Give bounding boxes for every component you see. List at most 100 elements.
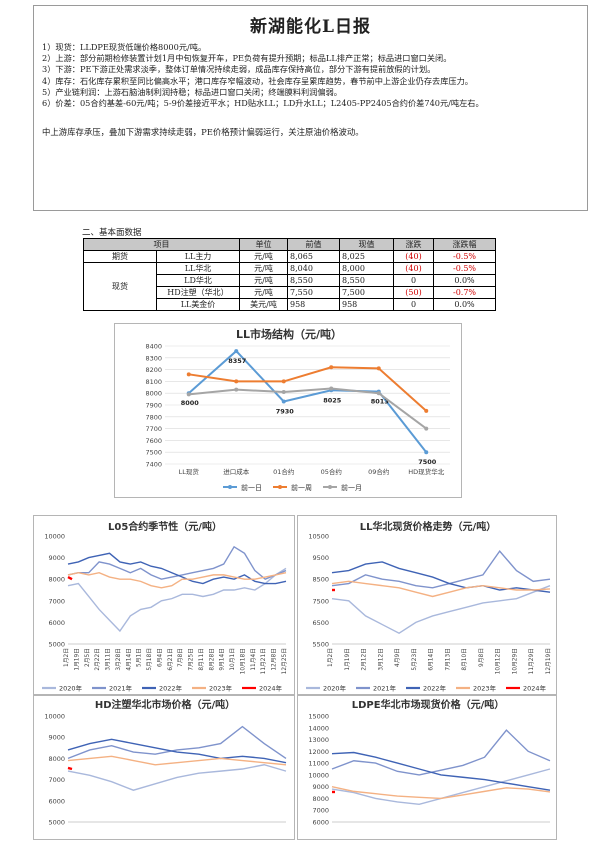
summary-line: 3）下游：PE下游正处需求淡季，整体订单情况持续走弱，成品库存保持高位，部分下游…	[42, 64, 436, 75]
y-tick-label: 7600	[145, 437, 162, 445]
y-tick-label: 8000	[312, 795, 329, 803]
y-tick-label: 8300	[145, 354, 162, 362]
data-point	[424, 408, 429, 413]
x-tick-label: 6月21日	[167, 648, 174, 671]
chart-title: L05合约季节性（元/吨）	[108, 520, 222, 533]
x-tick-label: 6月14日	[428, 648, 435, 671]
row-cur: 8,550	[339, 274, 394, 287]
series-line	[67, 567, 287, 633]
y-tick-label: 8400	[145, 343, 162, 351]
legend-label: 2021年	[109, 684, 133, 693]
y-tick-label: 5000	[48, 819, 65, 827]
legend-marker	[228, 485, 232, 489]
y-tick-label: 11000	[308, 760, 329, 768]
l05-seasonal-chart-box: L05合约季节性（元/吨） 5000 6000 7000 8000 9000 10000 1月…	[33, 515, 295, 695]
section-title: 二、基本面数据	[82, 228, 142, 238]
data-point	[186, 392, 191, 397]
x-tick-label: 1月19日	[344, 648, 351, 671]
y-tick-label: 7700	[145, 425, 162, 433]
data-point	[329, 365, 334, 370]
data-point	[186, 372, 191, 377]
y-tick-label: 8200	[145, 366, 162, 374]
x-tick-label: 7月8日	[177, 648, 184, 667]
x-tick-label: 8月10日	[461, 648, 468, 671]
x-tick-label: 5月23日	[411, 648, 418, 671]
row-chg: (50)	[393, 286, 434, 299]
row-pct: -0.5%	[433, 262, 496, 275]
chart-title: LDPE华北市场现货价格（元/吨）	[352, 698, 505, 711]
y-tick-label: 15000	[308, 713, 329, 721]
fundamentals-table: 项目 单位 前值 现值 涨跌 涨跌幅 期货 LL主力 元/吨 8,065 8,0…	[83, 238, 496, 311]
x-tick-label: 12月8日	[271, 648, 278, 671]
legend-marker	[328, 485, 332, 489]
chart-title: LL市场结构（元/吨）	[236, 327, 342, 341]
ll-structure-chart-box: LL市场结构（元/吨） 7400 7500 7600 7700 7800 7900 8000 8…	[114, 323, 462, 498]
row-item: LD华北	[156, 274, 240, 287]
series-line	[67, 755, 287, 766]
legend-marker	[278, 485, 282, 489]
y-tick-label: 8000	[48, 576, 65, 584]
x-tick-label: 3月12日	[377, 648, 384, 671]
row-pct: -0.7%	[433, 286, 496, 299]
report-title: 新湖能化L日报	[250, 17, 371, 37]
x-tick-label: 8月11日	[198, 648, 205, 671]
x-tick-label: 1月2日	[327, 648, 334, 667]
data-label: 8357	[228, 357, 246, 365]
y-tick-label: 8500	[312, 576, 329, 584]
data-point	[281, 399, 286, 404]
y-tick-label: 10000	[44, 713, 65, 721]
x-tick-label: 2月5日	[84, 648, 91, 667]
x-tick-label: LL现货	[179, 467, 200, 476]
series-line	[67, 766, 73, 771]
chart-title: HD注塑华北市场价格（元/吨）	[95, 698, 235, 711]
row-cur: 8,000	[339, 262, 394, 275]
series-line	[67, 764, 287, 791]
x-tick-label: 4月14日	[125, 648, 132, 671]
row-chg: 0	[393, 298, 434, 311]
x-tick-label: 10月1日	[229, 648, 236, 671]
data-point	[376, 391, 381, 396]
y-tick-label: 9500	[312, 554, 329, 562]
ll-structure-chart: LL市场结构（元/吨） 7400 7500 7600 7700 7800 7900 8000 8…	[145, 327, 450, 492]
row-prev: 8,040	[287, 262, 340, 275]
legend-label: 2024年	[259, 684, 283, 693]
row-unit: 元/吨	[239, 250, 288, 263]
legend-label: 前一月	[341, 483, 362, 492]
x-tick-label: 3月28日	[115, 648, 122, 671]
row-unit: 元/吨	[239, 286, 288, 299]
table-row: HD注塑（华北） 元/吨 7,550 7,500 (50) -0.7%	[84, 286, 496, 299]
series-line	[331, 561, 551, 593]
summary-line: 5）产业链利润：上游石脑油制利润持稳；标品进口窗口关闭；终端膜料利润偏弱。	[42, 86, 342, 97]
row-prev: 8,065	[287, 250, 340, 263]
y-tick-label: 6000	[312, 819, 329, 827]
data-point	[329, 386, 334, 391]
table-row: 期货 LL主力 元/吨 8,065 8,025 (40) -0.5%	[83, 250, 496, 263]
data-point	[424, 426, 429, 431]
series-line	[331, 585, 551, 635]
series-line	[67, 575, 73, 581]
series-line	[67, 738, 287, 764]
x-tick-label: 10月18日	[239, 648, 246, 674]
summary-line: 1）现货：LLDPE现货低端价格8000元/吨。	[42, 42, 207, 52]
row-pct: 0.0%	[433, 298, 496, 311]
row-item: LL美金价	[156, 298, 240, 311]
x-tick-label: 11月29日	[528, 648, 535, 674]
table-row: LL美金价 美元/吨 958 958 0 0.0%	[84, 298, 496, 311]
ll-north-spot-chart: LL华北现货价格走势（元/吨） 5500 6500 7500 8500 9500 10500…	[306, 520, 552, 693]
summary-line: 6）价差：05合约基差-60元/吨；5-9价差接近平水；HD贴水LL；LD升水L…	[42, 98, 484, 109]
y-tick-label: 10000	[308, 771, 329, 779]
x-tick-label: 09合约	[368, 467, 389, 476]
row-chg: (40)	[393, 250, 434, 263]
header-prev: 前值	[287, 238, 340, 251]
data-point	[424, 450, 429, 455]
series-line	[67, 725, 287, 760]
data-point	[281, 390, 286, 395]
y-tick-label: 7900	[145, 402, 162, 410]
series-line	[188, 349, 428, 453]
x-tick-label: 6月4日	[156, 648, 163, 667]
y-tick-label: 12000	[308, 748, 329, 756]
hd-north-chart-box: HD注塑华北市场价格（元/吨） 5000 6000 7000 8000 9000 10000	[33, 695, 295, 840]
data-point	[234, 349, 239, 354]
legend-label: 2021年	[373, 684, 397, 693]
x-tick-label: 10月29日	[511, 648, 518, 674]
